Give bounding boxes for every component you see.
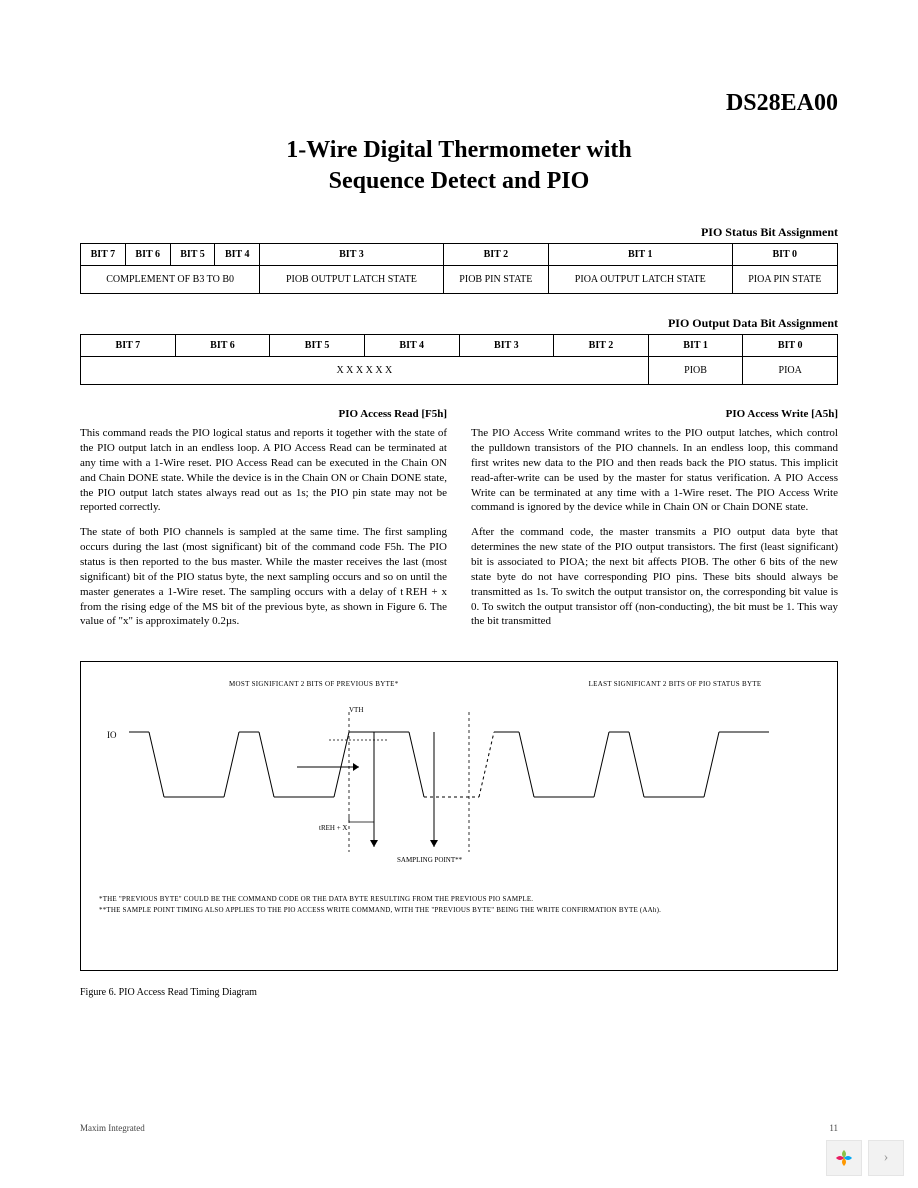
- widget-next[interactable]: ›: [868, 1140, 904, 1176]
- title-line1: 1-Wire Digital Thermometer with: [286, 137, 632, 163]
- part-number: DS28EA00: [80, 90, 838, 117]
- footer-left: Maxim Integrated: [80, 1123, 145, 1133]
- logo-icon: [833, 1147, 855, 1169]
- page-widget: ›: [826, 1140, 904, 1176]
- t2-merged: X X X X X X: [81, 357, 649, 385]
- io-label: IO: [107, 730, 117, 740]
- pio-output-table: BIT 7 BIT 6 BIT 5 BIT 4 BIT 3 BIT 2 BIT …: [80, 334, 838, 385]
- t1-c3: PIOA PIN STATE: [732, 266, 837, 294]
- right-column: PIO Access Write [A5h] The PIO Access Wr…: [471, 407, 838, 639]
- treh-label: tREH + X: [319, 824, 347, 832]
- fig-label-left: MOST SIGNIFICANT 2 BITS OF PREVIOUS BYTE…: [229, 680, 399, 688]
- t1-h3: BIT 4: [215, 244, 260, 266]
- t2-h7: BIT 0: [743, 335, 838, 357]
- t2-h1: BIT 6: [175, 335, 270, 357]
- figure-caption: Figure 6. PIO Access Read Timing Diagram: [80, 987, 838, 998]
- t1-h5: BIT 2: [443, 244, 548, 266]
- left-section-title: PIO Access Read [F5h]: [80, 407, 447, 422]
- chevron-right-icon: ›: [884, 1150, 889, 1166]
- table2-caption: PIO Output Data Bit Assignment: [80, 316, 838, 331]
- widget-logo[interactable]: [826, 1140, 862, 1176]
- t1-c2: PIOA OUTPUT LATCH STATE: [549, 266, 732, 294]
- t1-h7: BIT 0: [732, 244, 837, 266]
- page-footer: Maxim Integrated 11: [80, 1123, 838, 1133]
- sampling-label: SAMPLING POINT**: [397, 856, 462, 864]
- t2-h6: BIT 1: [648, 335, 743, 357]
- t2-h0: BIT 7: [81, 335, 176, 357]
- pio-status-table: BIT 7 BIT 6 BIT 5 BIT 4 BIT 3 BIT 2 BIT …: [80, 243, 838, 294]
- figure-footnotes: *THE "PREVIOUS BYTE" COULD BE THE COMMAN…: [99, 894, 819, 915]
- t1-c1: PIOB PIN STATE: [443, 266, 548, 294]
- left-p1: This command reads the PIO logical statu…: [80, 426, 447, 515]
- t1-h2: BIT 5: [170, 244, 215, 266]
- figure6-box: MOST SIGNIFICANT 2 BITS OF PREVIOUS BYTE…: [80, 661, 838, 971]
- left-p2: The state of both PIO channels is sample…: [80, 525, 447, 629]
- footer-right: 11: [829, 1123, 838, 1133]
- footnote1: *THE "PREVIOUS BYTE" COULD BE THE COMMAN…: [99, 894, 819, 905]
- t1-h6: BIT 1: [549, 244, 732, 266]
- right-p1: The PIO Access Write command writes to t…: [471, 426, 838, 515]
- left-column: PIO Access Read [F5h] This command reads…: [80, 407, 447, 639]
- t1-c0: PIOB OUTPUT LATCH STATE: [260, 266, 443, 294]
- t2-h5: BIT 2: [554, 335, 649, 357]
- page-title: 1-Wire Digital Thermometer with Sequence…: [80, 135, 838, 197]
- t1-h0: BIT 7: [81, 244, 126, 266]
- table1-caption: PIO Status Bit Assignment: [80, 225, 838, 240]
- t2-h2: BIT 5: [270, 335, 365, 357]
- t1-h1: BIT 6: [125, 244, 170, 266]
- t2-c1: PIOA: [743, 357, 838, 385]
- t1-h4: BIT 3: [260, 244, 443, 266]
- fig-label-right: LEAST SIGNIFICANT 2 BITS OF PIO STATUS B…: [589, 680, 762, 688]
- footnote2: **THE SAMPLE POINT TIMING ALSO APPLIES T…: [99, 905, 819, 916]
- right-p2: After the command code, the master trans…: [471, 525, 838, 629]
- right-section-title: PIO Access Write [A5h]: [471, 407, 838, 422]
- t2-c0: PIOB: [648, 357, 743, 385]
- t2-h3: BIT 4: [364, 335, 459, 357]
- t1-merged: COMPLEMENT OF B3 TO B0: [81, 266, 260, 294]
- title-line2: Sequence Detect and PIO: [329, 168, 590, 194]
- waveform-area: IO VTH tREH + X SAMPLING POINT**: [99, 702, 819, 842]
- text-columns: PIO Access Read [F5h] This command reads…: [80, 407, 838, 639]
- waveform-svg: [129, 702, 779, 872]
- t2-h4: BIT 3: [459, 335, 554, 357]
